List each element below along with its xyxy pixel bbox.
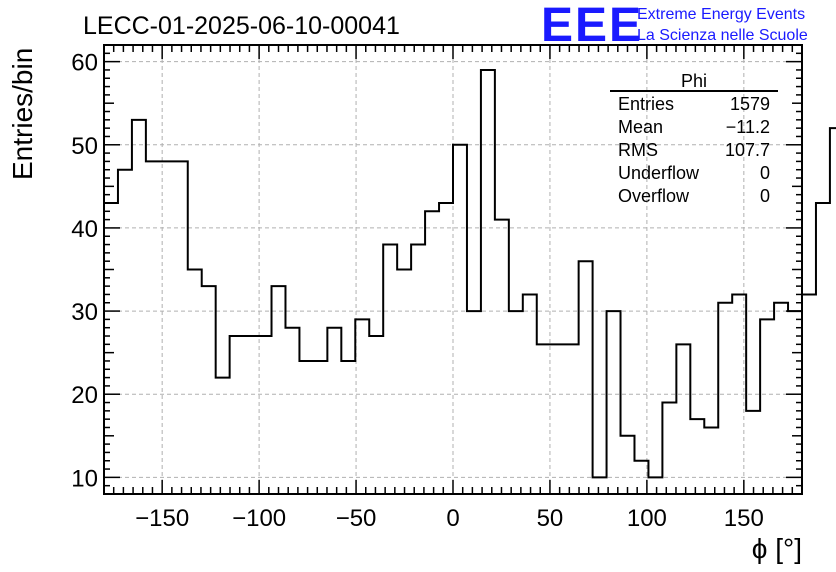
x-tick-label: 0: [446, 505, 459, 532]
x-tick-label: 100: [627, 505, 667, 532]
stats-label: Overflow: [618, 186, 690, 206]
stats-value: −11.2: [726, 117, 770, 137]
x-tick-label: −100: [232, 505, 286, 532]
stats-label: Mean: [618, 117, 663, 137]
stats-title: Phi: [681, 71, 707, 91]
brand-line-1: Extreme Energy Events: [637, 6, 805, 23]
x-tick-label: −50: [336, 505, 377, 532]
stats-label: Underflow: [618, 163, 700, 183]
y-tick-label: 50: [71, 133, 98, 160]
stats-value: 107.7: [725, 140, 770, 160]
x-tick-label: −150: [135, 505, 189, 532]
brand-line-2: La Scienza nelle Scuole: [637, 27, 808, 44]
stats-label: Entries: [618, 94, 674, 114]
histogram-line: [104, 68, 836, 479]
x-tick-label: 150: [724, 505, 764, 532]
grid-lines: [104, 45, 802, 494]
y-tick-labels: 10 20 30 40 50 60: [71, 50, 98, 493]
y-tick-label: 20: [71, 382, 98, 409]
y-axis-title: Entries/bin: [7, 48, 38, 180]
eee-logo: EEE: [541, 0, 643, 52]
axis-ticks: [104, 45, 802, 494]
y-tick-label: 60: [71, 50, 98, 77]
y-tick-label: 10: [71, 465, 98, 492]
stats-label: RMS: [618, 140, 658, 160]
stats-box: Phi Entries 1579 Mean −11.2 RMS 107.7 Underflo…: [610, 71, 778, 206]
x-tick-labels: −150 −100 −50 0 50 100 150: [135, 505, 764, 532]
x-axis-title: ϕ [°]: [752, 533, 802, 564]
y-tick-label: 40: [71, 216, 98, 243]
stats-value: 1579: [730, 94, 770, 114]
stats-value: 0: [760, 163, 770, 183]
x-tick-label: 50: [537, 505, 564, 532]
y-tick-label: 30: [71, 299, 98, 326]
chart-title: LECC-01-2025-06-10-00041: [83, 12, 400, 40]
stats-value: 0: [760, 186, 770, 206]
stats-rows: Entries 1579 Mean −11.2 RMS 107.7 Underflow 0 Ov…: [618, 94, 770, 206]
